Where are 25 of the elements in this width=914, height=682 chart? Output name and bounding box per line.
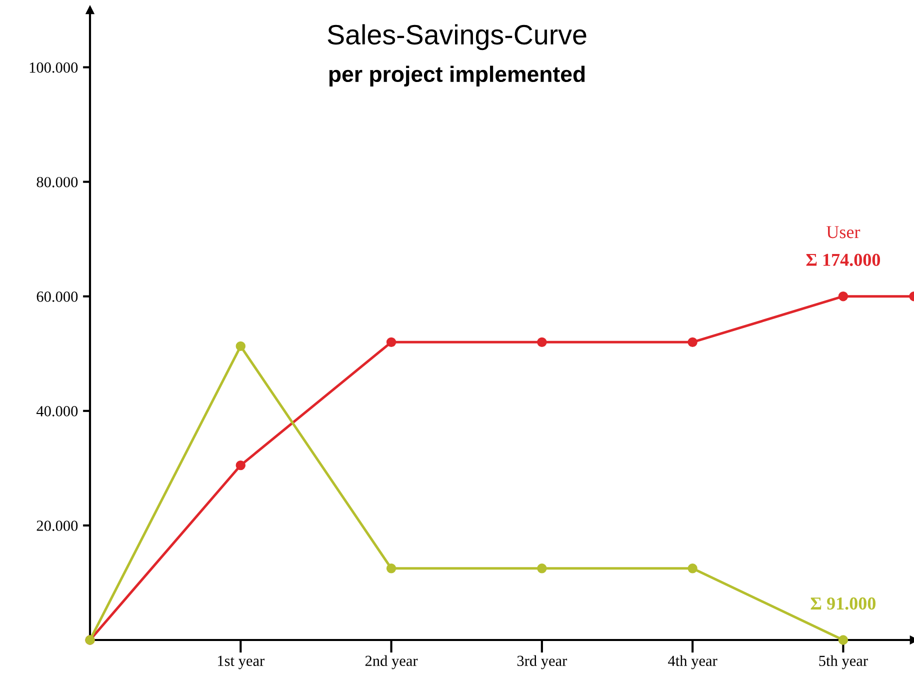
point [688,337,698,348]
x-tick-label: 1st year [218,656,264,670]
point [386,337,396,348]
x-tick-label: 2nd year [365,655,418,670]
x-tick-label: 5th year [819,655,868,670]
annotation: Σ 91.000 [810,597,876,610]
point [537,564,547,574]
annotation: Σ 174.000 [806,254,880,266]
text: User [826,226,860,238]
point [386,564,396,574]
chart-title: Sales-Savings-Curve [328,24,586,50]
y-tick-label: 100.000 [30,62,78,73]
x-tick-label: 3rd year [517,655,568,670]
y-tick-label: 40.000 [36,406,78,416]
y-tick-label: 60.000 [36,292,78,302]
point [537,337,547,348]
y-tick-label: 20.000 [36,520,78,531]
point [236,460,246,470]
point [236,341,246,352]
point [838,292,848,302]
text: per project implemented [329,66,585,86]
y-tick-label: 80.000 [36,176,78,188]
x-tick-label: 4th year [668,655,718,670]
point [838,635,848,645]
point [688,564,698,574]
